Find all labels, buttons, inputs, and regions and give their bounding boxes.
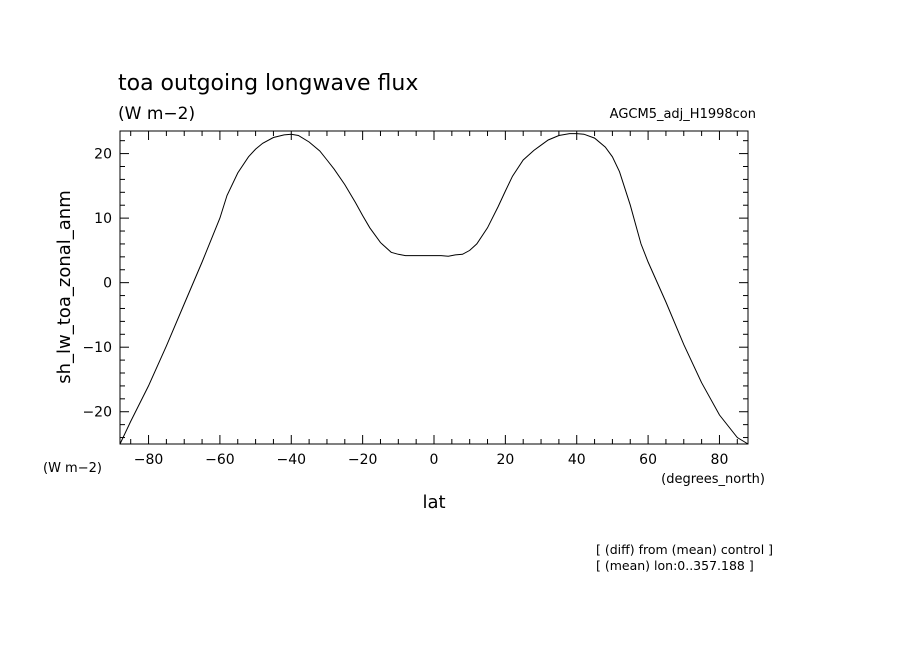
x-tick-label: 60 <box>639 452 657 468</box>
y-tick-label: 20 <box>94 147 112 163</box>
x-tick-label: −60 <box>205 452 235 468</box>
note-line-1: [ (diff) from (mean) control ] <box>596 542 773 557</box>
note-line-2: [ (mean) lon:0..357.188 ] <box>596 558 754 573</box>
y-tick-label: −10 <box>82 340 112 356</box>
x-tick-label: 20 <box>496 452 514 468</box>
y-axis-units: (W m−2) <box>43 461 102 476</box>
series-group <box>119 133 749 445</box>
x-axis-units: (degrees_north) <box>661 472 765 487</box>
title-units: (W m−2) <box>118 104 195 124</box>
y-tick-label: −20 <box>82 405 112 421</box>
plot-area: −80 −60 −40 −20 0 20 40 60 80 −20 −10 0 10 20 <box>82 130 749 468</box>
y-tick-label: 10 <box>94 211 112 227</box>
x-tick-label: 0 <box>430 452 439 468</box>
x-tick-label: −20 <box>348 452 378 468</box>
x-tick-label: −40 <box>276 452 306 468</box>
y-axis-title: sh_lw_toa_zonal_anm <box>54 190 75 383</box>
y-tick-label: 0 <box>103 276 112 292</box>
x-tick-label: 80 <box>711 452 729 468</box>
experiment-label: AGCM5_adj_H1998con <box>610 107 756 122</box>
x-axis-title: lat <box>422 492 445 513</box>
chart-title: toa outgoing longwave flux <box>118 71 418 96</box>
y-ticks: −20 −10 0 10 20 <box>82 140 748 439</box>
x-tick-label: 40 <box>568 452 586 468</box>
x-ticks: −80 −60 −40 −20 0 20 40 60 80 <box>130 131 738 468</box>
x-tick-label: −80 <box>134 452 164 468</box>
series-line <box>119 133 749 445</box>
plot-frame <box>119 130 749 445</box>
